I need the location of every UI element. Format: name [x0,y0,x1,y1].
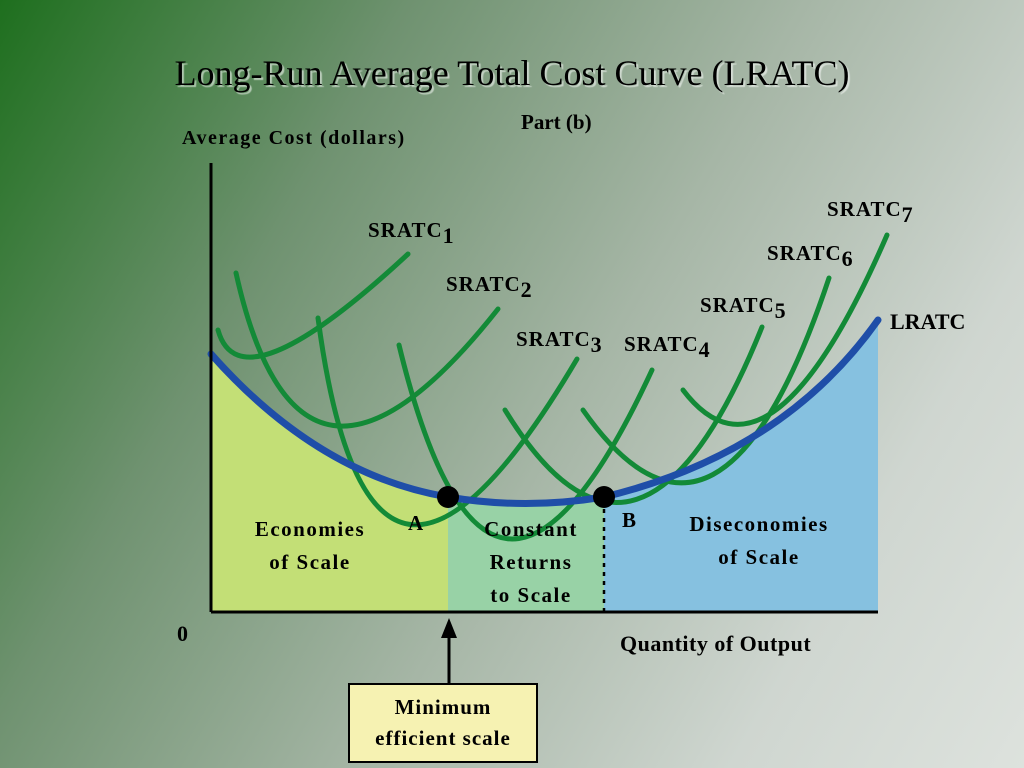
part-label: Part (b) [521,110,592,134]
sratc-1-curve [215,251,411,360]
diseconomies-of-scale-region [604,320,878,612]
min-efficient-scale-line-1: Minimum [394,695,492,719]
sratc-3-label: SRATC3 [516,327,602,357]
point-a-marker [437,486,459,508]
sratc-4-label: SRATC4 [624,332,710,362]
y-axis-label: Average Cost (dollars) [182,127,406,149]
economies-of-scale-text: Economies of Scale [254,517,366,574]
origin-label: 0 [177,621,188,646]
sratc-5-label: SRATC5 [700,293,786,323]
sratc-4-curve [396,342,655,542]
constant-returns-text: Constant Returns to Scale [484,517,578,607]
point-b-label: B [622,508,637,532]
sratc-2-label: SRATC2 [446,272,532,302]
sratc-3-curve [315,315,580,528]
min-efficient-scale-box: Minimum efficient scale [348,683,538,763]
point-a-label: A [408,511,424,535]
sratc-7-label: SRATC7 [827,197,913,227]
sratc-1-label: SRATC1 [368,218,454,248]
lratc-label: LRATC [890,309,966,334]
economies-of-scale-region [211,354,448,612]
sratc-6-label: SRATC6 [767,241,853,271]
sratc-2-curve [233,270,501,429]
min-efficient-scale-line-2: efficient scale [375,726,511,750]
x-axis-label: Quantity of Output [620,631,812,656]
slide-title: Long-Run Average Total Cost Curve (LRATC… [174,53,850,93]
sratc-5-curve [502,324,765,505]
point-b-marker [593,486,615,508]
sratc-7-curve [680,232,890,427]
constant-returns-region [448,497,604,612]
min-efficient-scale-arrowhead [441,618,457,638]
lratc-curve [207,316,882,507]
sratc-6-curve [580,275,832,486]
diseconomies-of-scale-text: Diseconomies of Scale [689,512,829,569]
